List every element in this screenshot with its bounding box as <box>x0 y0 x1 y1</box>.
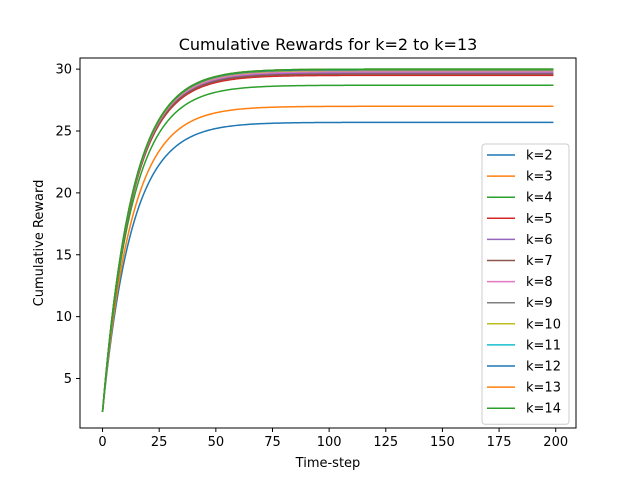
x-tick-label: 200 <box>543 435 568 450</box>
legend-label: k=9 <box>526 296 553 311</box>
x-tick-label: 25 <box>151 435 168 450</box>
x-tick-label: 50 <box>208 435 225 450</box>
y-tick-label: 30 <box>55 63 72 78</box>
y-axis-label: Cumulative Reward <box>32 180 47 307</box>
legend-label: k=6 <box>526 233 553 248</box>
x-tick-label: 175 <box>487 435 512 450</box>
legend-label: k=12 <box>526 360 561 375</box>
series-line-k-5 <box>101 74 554 412</box>
chart-title: Cumulative Rewards for k=2 to k=13 <box>179 35 478 54</box>
legend: k=2 k=3 k=4 k=5 k=6 k=7 k=8 k=9 k=10 k=11 k=12 k=13… <box>481 143 570 425</box>
series-layer <box>101 68 554 412</box>
ticks-layer: 0 25 50 75 100 125 150 175 200 5 10 15 20 25 30 <box>55 63 568 450</box>
plot-frame <box>79 57 577 429</box>
legend-label: k=13 <box>526 381 561 396</box>
legend-label: k=11 <box>526 338 561 353</box>
series-line-k-3 <box>101 105 554 412</box>
legend-label: k=7 <box>526 254 553 269</box>
legend-label: k=14 <box>526 402 561 417</box>
x-tick-label: 0 <box>98 435 106 450</box>
series-line-k-14 <box>101 68 554 412</box>
series-line-k-7 <box>101 73 554 412</box>
x-tick-label: 100 <box>317 435 342 450</box>
x-tick-label: 150 <box>430 435 455 450</box>
legend-label: k=3 <box>526 170 553 185</box>
x-tick-label: 75 <box>264 435 281 450</box>
y-tick-label: 25 <box>55 125 72 140</box>
y-tick-label: 20 <box>55 186 72 201</box>
y-tick-label: 10 <box>55 310 72 325</box>
series-line-k-6 <box>101 72 554 412</box>
legend-box <box>481 143 570 425</box>
series-line-k-4 <box>101 84 554 412</box>
legend-label: k=2 <box>526 149 553 164</box>
series-line-k-8 <box>101 70 554 412</box>
x-axis-label: Time-step <box>295 456 361 471</box>
x-tick-label: 125 <box>373 435 398 450</box>
legend-label: k=10 <box>526 317 561 332</box>
legend-label: k=4 <box>526 191 553 206</box>
series-line-k-2 <box>101 121 554 412</box>
legend-label: k=5 <box>526 212 553 227</box>
legend-label: k=8 <box>526 275 553 290</box>
y-tick-label: 15 <box>55 248 72 263</box>
y-tick-label: 5 <box>64 372 72 387</box>
